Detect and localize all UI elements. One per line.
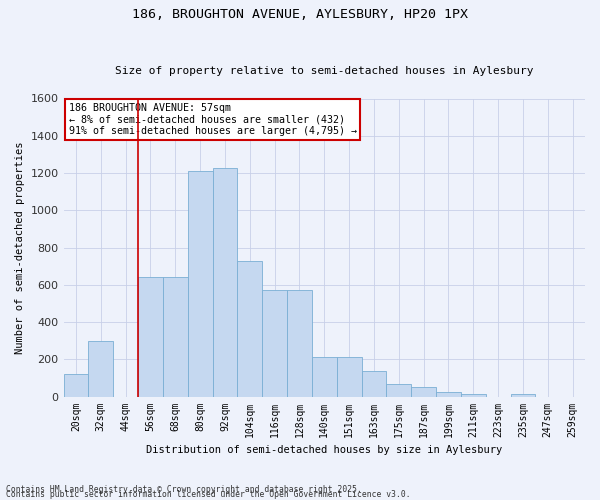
Bar [188,171,212,396]
Bar [287,290,312,397]
Bar [386,384,411,396]
Text: Contains public sector information licensed under the Open Government Licence v3: Contains public sector information licen… [6,490,410,499]
Bar [212,168,238,396]
Text: 186, BROUGHTON AVENUE, AYLESBURY, HP20 1PX: 186, BROUGHTON AVENUE, AYLESBURY, HP20 1… [132,8,468,20]
X-axis label: Distribution of semi-detached houses by size in Aylesbury: Distribution of semi-detached houses by … [146,445,502,455]
Bar [411,387,436,396]
Bar [436,392,461,396]
Bar [461,394,485,396]
Bar [262,290,287,397]
Bar [64,374,88,396]
Bar [312,358,337,397]
Bar [238,260,262,396]
Bar [138,278,163,396]
Bar [362,372,386,396]
Bar [163,278,188,396]
Y-axis label: Number of semi-detached properties: Number of semi-detached properties [15,142,25,354]
Text: Contains HM Land Registry data © Crown copyright and database right 2025.: Contains HM Land Registry data © Crown c… [6,484,362,494]
Text: 186 BROUGHTON AVENUE: 57sqm
← 8% of semi-detached houses are smaller (432)
91% o: 186 BROUGHTON AVENUE: 57sqm ← 8% of semi… [69,103,357,136]
Title: Size of property relative to semi-detached houses in Aylesbury: Size of property relative to semi-detach… [115,66,533,76]
Bar [337,358,362,397]
Bar [88,340,113,396]
Bar [511,394,535,396]
